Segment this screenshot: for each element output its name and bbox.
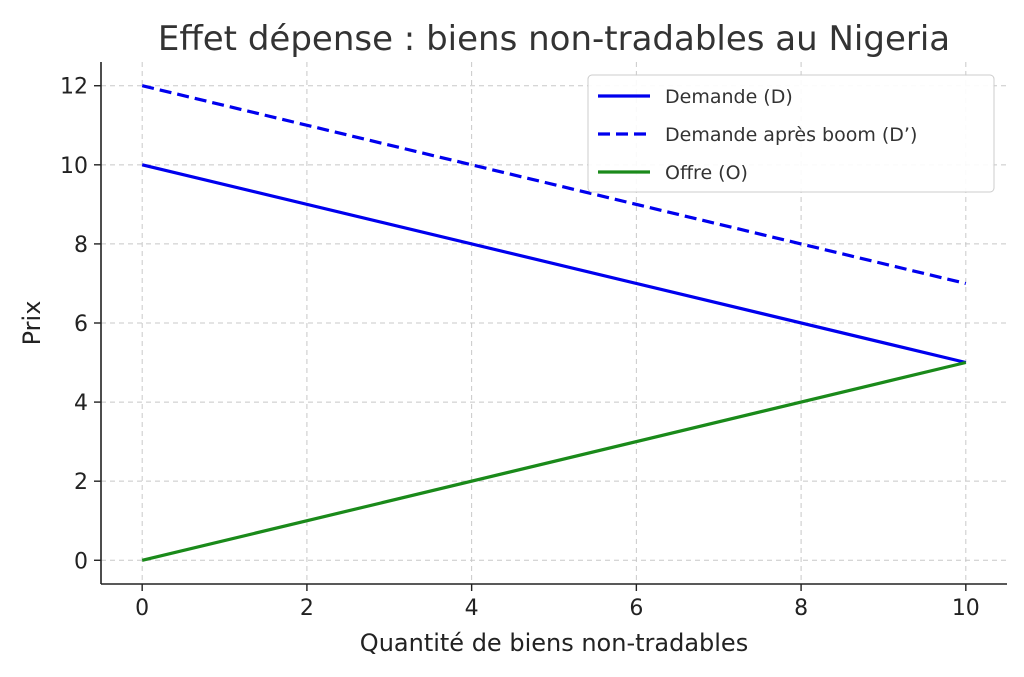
y-tick-label: 6 [74, 312, 88, 337]
y-tick-label: 2 [74, 470, 88, 495]
x-tick-label: 6 [629, 596, 643, 621]
ticks: 0 2 4 6 8 10 0 2 4 6 8 10 12 [60, 75, 980, 621]
legend-box [587, 74, 995, 193]
y-tick-label: 8 [74, 233, 88, 258]
series-line-offre-o [141, 360, 967, 562]
x-axis-label: Quantité de biens non-tradables [360, 629, 748, 657]
y-tick-label: 12 [60, 75, 88, 100]
x-tick-label: 4 [465, 596, 479, 621]
x-tick-label: 10 [952, 596, 980, 621]
y-tick-label: 4 [74, 391, 88, 416]
grid [101, 62, 1007, 584]
x-tick-label: 2 [300, 596, 314, 621]
legend-label-demande-d: Demande (D) [665, 86, 793, 108]
x-tick-label: 0 [135, 596, 149, 621]
y-axis-label: Prix [18, 301, 46, 346]
chart-title: Effet dépense : biens non-tradables au N… [158, 19, 950, 59]
legend-label-demande-apres-boom-d: Demande après boom (D’) [665, 124, 917, 146]
y-tick-label: 10 [60, 154, 88, 179]
y-tick-label: 0 [74, 549, 88, 574]
series-layer [141, 84, 967, 562]
legend-label-offre-o: Offre (O) [665, 162, 748, 184]
series-line-demande-d [141, 163, 967, 365]
legend: Demande (D) Demande après boom (D’) Offre … [587, 74, 995, 193]
x-tick-label: 8 [794, 596, 808, 621]
series-line-demande-apres-boom-d [141, 84, 967, 286]
